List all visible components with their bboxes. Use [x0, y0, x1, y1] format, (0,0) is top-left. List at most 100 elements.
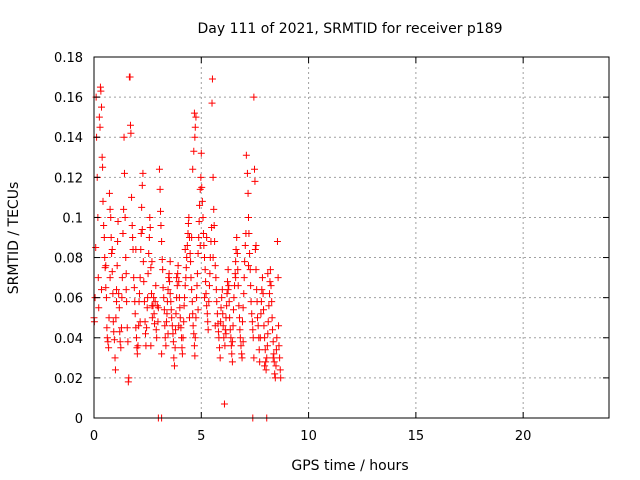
data-point — [172, 326, 180, 334]
data-point — [107, 234, 115, 241]
data-point — [202, 290, 210, 298]
data-point — [254, 314, 262, 322]
data-point — [241, 258, 249, 266]
data-point — [204, 326, 212, 334]
data-point — [120, 169, 128, 177]
data-point — [257, 310, 265, 318]
data-point — [157, 221, 165, 229]
data-point — [193, 294, 201, 302]
data-point — [209, 173, 217, 181]
data-point — [128, 193, 136, 201]
chart-title: Day 111 of 2021, SRMTID for receiver p18… — [197, 21, 502, 37]
data-point — [195, 217, 203, 225]
data-point — [95, 113, 103, 121]
data-point — [100, 221, 108, 229]
data-point — [144, 270, 152, 278]
data-point — [168, 314, 176, 322]
data-point — [205, 298, 213, 306]
data-point — [201, 266, 209, 274]
data-point — [162, 342, 170, 350]
data-point — [101, 254, 109, 262]
data-point — [217, 318, 225, 326]
axis-ticks: 0 0.02 0.04 0.06 0.08 0.1 0.12 0.14 0.16 0.18 0 5 10… — [54, 51, 609, 444]
data-point — [247, 282, 255, 290]
data-point — [158, 256, 166, 264]
data-point — [276, 366, 284, 374]
data-point — [142, 330, 149, 338]
data-point — [226, 326, 234, 334]
data-point — [188, 298, 196, 306]
data-point — [114, 238, 122, 246]
data-point — [266, 290, 274, 298]
data-point — [113, 298, 121, 306]
data-point — [235, 302, 243, 310]
data-point — [158, 238, 166, 246]
data-point — [224, 266, 232, 274]
data-point — [181, 282, 189, 290]
data-point — [191, 133, 199, 141]
data-point — [156, 185, 164, 193]
data-point — [196, 242, 204, 250]
data-point — [129, 234, 137, 241]
data-point — [198, 197, 206, 205]
data-point — [212, 274, 220, 282]
data-point — [152, 282, 160, 290]
data-point — [154, 318, 162, 326]
data-point — [261, 362, 269, 370]
data-point — [130, 274, 138, 282]
data-point — [258, 274, 266, 282]
data-point — [226, 314, 234, 322]
data-point — [255, 346, 263, 354]
data-point — [197, 149, 205, 157]
data-point — [169, 338, 177, 346]
data-point — [125, 374, 133, 382]
data-point — [164, 286, 172, 294]
data-point — [116, 328, 124, 336]
data-point — [239, 338, 247, 346]
data-points — [90, 73, 285, 422]
data-point — [260, 322, 268, 330]
data-point — [220, 334, 228, 342]
data-point — [217, 304, 225, 312]
data-point — [104, 338, 112, 346]
data-point — [220, 400, 228, 408]
data-point — [234, 266, 242, 274]
data-point — [128, 221, 136, 229]
data-point — [161, 322, 169, 330]
data-point — [262, 358, 270, 366]
data-point — [167, 306, 175, 314]
data-point — [242, 151, 250, 159]
data-point — [236, 326, 244, 334]
data-point — [115, 304, 123, 312]
data-point — [114, 217, 122, 225]
data-point — [155, 165, 163, 173]
data-point — [273, 334, 281, 342]
data-point — [131, 310, 139, 318]
data-point — [238, 354, 246, 362]
data-point — [251, 246, 259, 254]
data-point — [140, 298, 148, 306]
x-tick-label: 20 — [515, 429, 532, 444]
data-point — [230, 294, 238, 302]
data-point — [145, 234, 153, 241]
data-point — [266, 266, 274, 274]
y-axis-label: SRMTID / TECUs — [6, 182, 22, 295]
data-point — [148, 290, 156, 298]
data-point — [211, 322, 219, 330]
data-point — [150, 294, 158, 302]
data-point — [191, 352, 199, 360]
data-point — [195, 234, 203, 241]
data-point — [135, 322, 143, 330]
data-point — [270, 358, 278, 366]
data-point — [225, 298, 233, 306]
data-point — [145, 250, 153, 258]
y-tick-label: 0.04 — [54, 332, 83, 347]
data-point — [216, 344, 224, 352]
data-point — [106, 274, 114, 282]
data-point — [240, 290, 248, 298]
data-point — [272, 346, 280, 354]
data-point — [235, 314, 243, 322]
data-point — [100, 234, 108, 241]
data-point — [223, 290, 231, 298]
data-point — [247, 298, 255, 306]
